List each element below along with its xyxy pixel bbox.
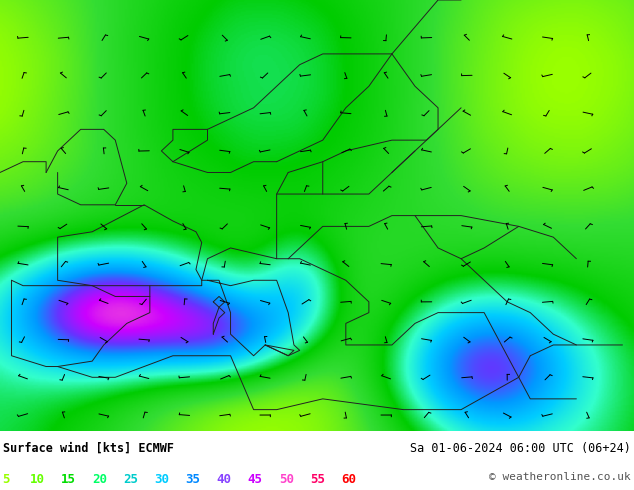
Text: Surface wind [kts] ECMWF: Surface wind [kts] ECMWF (3, 442, 174, 455)
Text: 30: 30 (155, 473, 169, 486)
Text: 40: 40 (217, 473, 231, 486)
Text: © weatheronline.co.uk: © weatheronline.co.uk (489, 472, 631, 482)
Text: 10: 10 (30, 473, 45, 486)
Text: 60: 60 (341, 473, 356, 486)
Text: 45: 45 (248, 473, 263, 486)
Text: 20: 20 (92, 473, 107, 486)
Text: 15: 15 (61, 473, 76, 486)
Text: 35: 35 (186, 473, 200, 486)
Text: 50: 50 (279, 473, 294, 486)
Text: 5: 5 (3, 473, 10, 486)
Text: 25: 25 (124, 473, 138, 486)
Text: Sa 01-06-2024 06:00 UTC (06+24): Sa 01-06-2024 06:00 UTC (06+24) (410, 442, 631, 455)
Text: 55: 55 (310, 473, 325, 486)
